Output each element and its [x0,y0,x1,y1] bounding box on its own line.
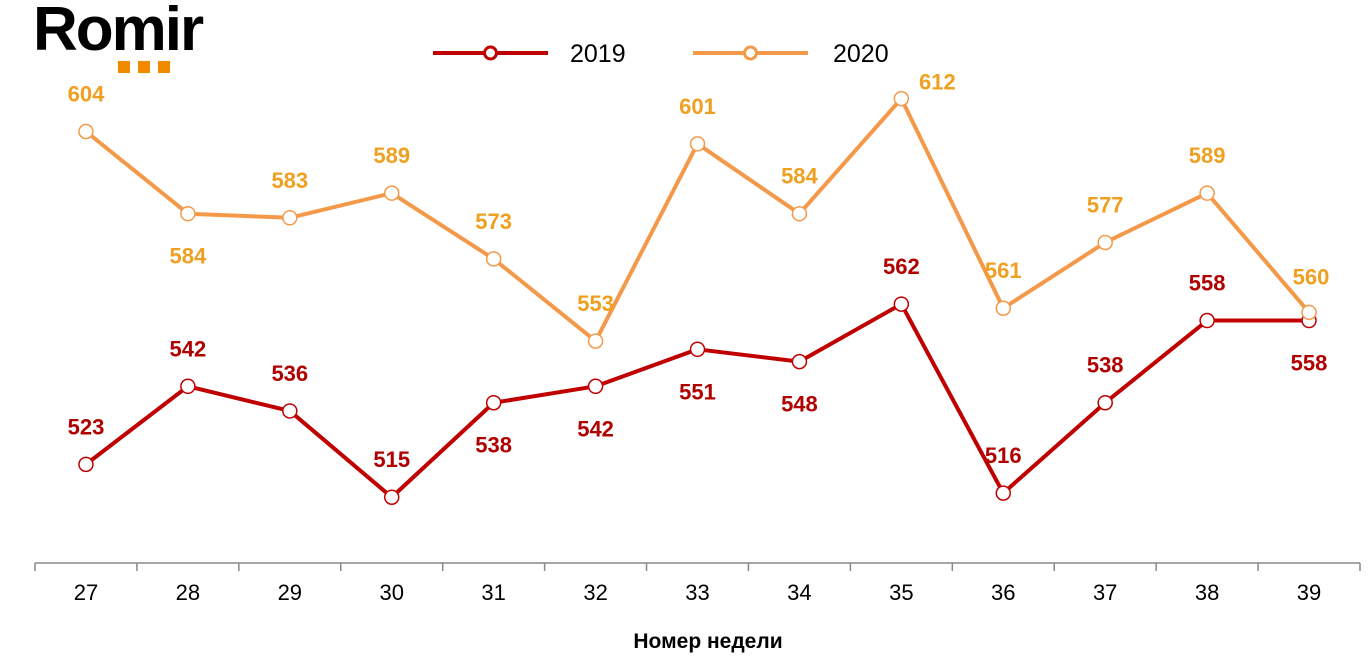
data-label-2020: 584 [170,244,207,269]
data-label-2020: 589 [373,143,410,168]
data-point-2020 [78,123,94,140]
data-label-2020: 553 [577,291,614,316]
romir-logo: Romir [33,0,204,64]
data-point-2020 [893,90,910,107]
x-tick-label: 31 [481,580,505,605]
data-point-2020 [1097,234,1113,251]
data-point-2019 [995,485,1012,501]
data-point-2019 [587,378,604,395]
data-point-2019 [180,378,196,395]
x-tick-label: 28 [176,580,200,605]
data-point-2020 [485,251,502,267]
series-line-2020 [84,96,1311,344]
data-label-2019: 542 [170,336,207,361]
legend-marker-2019 [483,45,498,61]
data-label-2019: 551 [679,379,716,404]
data-label-2019: 516 [985,443,1022,468]
data-label-2019: 558 [1189,271,1226,296]
logo-dots [118,60,178,78]
x-tick-label: 36 [991,580,1015,605]
x-axis-title: Номер недели [633,630,782,653]
data-point-2020 [282,210,298,226]
data-label-2019: 548 [781,392,818,417]
data-label-2020: 561 [985,258,1022,283]
x-tick-label: 39 [1297,580,1321,605]
data-label-2019: 538 [475,433,512,458]
legend-marker-2020 [743,45,758,61]
data-point-2020 [1301,304,1317,321]
data-point-2020 [791,205,808,222]
data-label-2020: 589 [1189,143,1226,168]
data-point-2020 [995,300,1012,316]
data-point-2019 [78,456,94,473]
x-tick-label: 32 [583,580,607,605]
legend-label-2019: 2019 [570,40,626,68]
data-point-2020 [180,205,196,222]
data-point-2019 [689,341,706,358]
data-point-2019 [1199,312,1215,329]
data-point-2019 [282,403,298,419]
data-label-2020: 560 [1293,264,1330,289]
x-tick-label: 29 [278,580,302,605]
data-point-2019 [893,296,910,312]
data-point-2019 [383,489,400,505]
data-label-2019: 515 [373,447,410,472]
data-point-2019 [1097,394,1113,411]
data-label-2019: 523 [68,414,105,439]
data-label-2020: 604 [68,82,105,107]
x-tick-label: 30 [379,580,403,605]
x-tick-label: 38 [1195,580,1219,605]
data-label-2020: 584 [781,164,818,189]
data-point-2020 [1199,185,1215,201]
x-tick-label: 27 [74,580,98,605]
x-tick-label: 34 [787,580,811,605]
data-label-2020: 601 [679,94,716,119]
data-label-2020: 583 [271,168,308,193]
legend-label-2020: 2020 [833,40,889,68]
data-label-2019: 538 [1087,353,1124,378]
data-point-2020 [587,333,604,349]
data-label-2020: 612 [919,70,956,95]
data-point-2019 [485,394,502,411]
data-point-2020 [689,136,706,152]
data-label-2020: 573 [475,209,512,234]
x-tick-label: 33 [685,580,709,605]
data-point-2020 [383,185,400,201]
data-point-2019 [791,353,808,370]
x-tick-label: 35 [889,580,913,605]
data-label-2020: 577 [1087,192,1124,217]
data-label-2019: 536 [271,361,308,386]
data-label-2019: 562 [883,254,920,279]
data-label-2019: 558 [1291,351,1328,376]
data-label-2019: 542 [577,416,614,441]
x-tick-label: 37 [1093,580,1117,605]
